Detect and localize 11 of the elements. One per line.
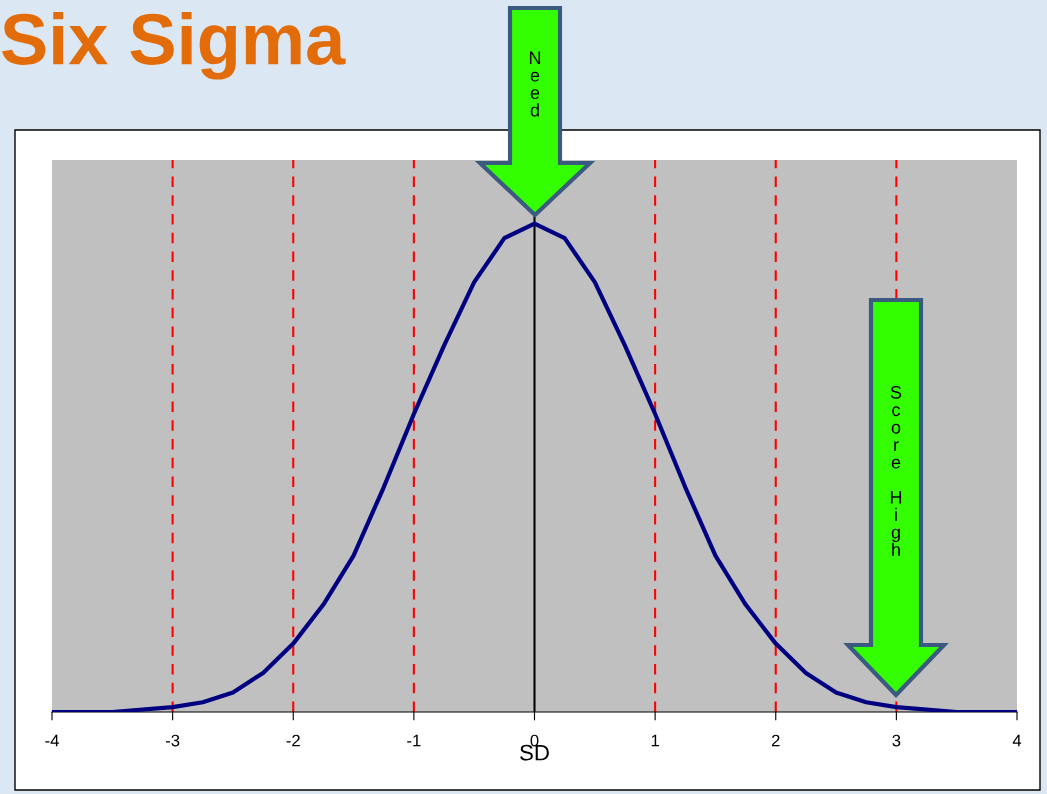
x-tick-label: -4 [45, 734, 59, 747]
x-tick-label: 3 [892, 734, 901, 747]
text: Need [529, 51, 541, 117]
x-tick-label: 4 [1012, 734, 1022, 747]
chart-title: Six Sigma [2, 11, 346, 80]
x-tick-label: -1 [407, 734, 421, 747]
x-tick-label: -2 [286, 734, 300, 747]
x-tick-label: 2 [771, 734, 780, 747]
x-tick-label: -3 [165, 734, 180, 747]
text: Score High [890, 385, 902, 556]
x-tick-label: 1 [651, 734, 659, 747]
